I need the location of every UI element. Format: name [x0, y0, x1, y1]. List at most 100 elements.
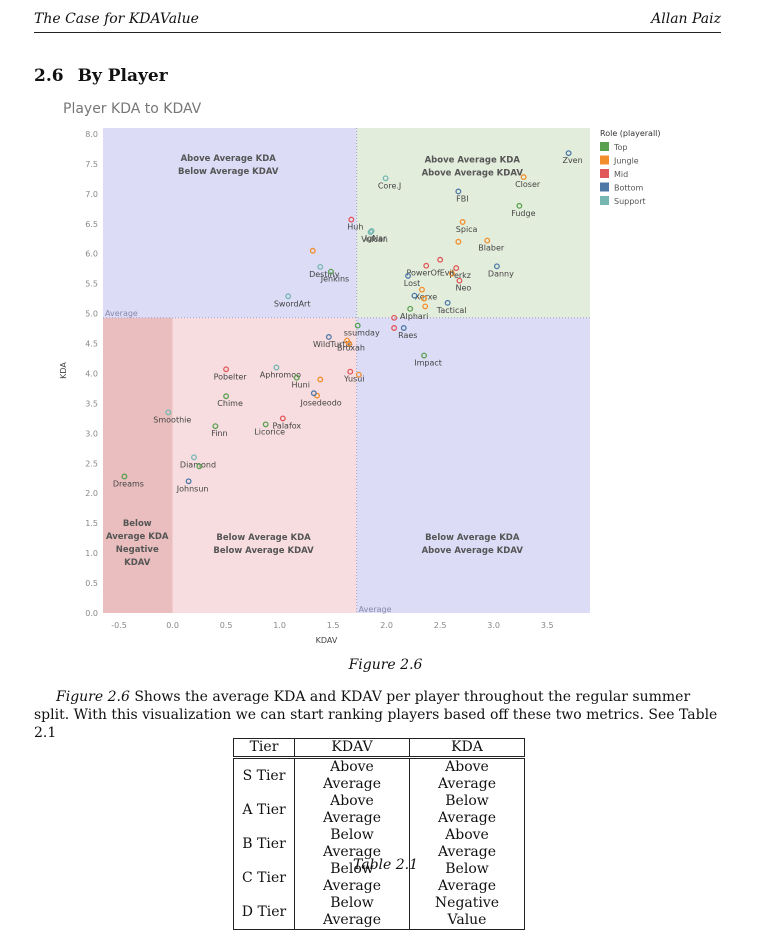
data-point-label: Fudge — [511, 209, 535, 218]
data-point-label: Vulcan — [361, 235, 388, 244]
header-author: Allan Paiz — [651, 11, 721, 27]
x-tick-label: 3.0 — [487, 621, 500, 630]
data-point — [455, 188, 462, 195]
data-point — [325, 334, 332, 340]
x-tick-label: 1.5 — [327, 621, 340, 630]
paragraph-text: Shows the average KDA and KDAV per playe… — [34, 689, 718, 741]
data-point — [348, 216, 355, 223]
y-tick-label: 8.0 — [85, 130, 98, 139]
data-point-label: Blaber — [478, 244, 505, 253]
region-label: Below Average KDA Negative KDAV — [106, 519, 169, 568]
y-tick-label: 2.0 — [85, 489, 98, 498]
data-point — [212, 423, 219, 430]
data-point — [121, 473, 128, 480]
quadrant-upper-left — [103, 128, 357, 318]
region-label-line: Above Average KDA — [181, 154, 277, 164]
legend-swatch — [600, 169, 609, 178]
region-label-line: Below — [123, 519, 152, 529]
table-caption: Table 2.1 — [352, 857, 419, 873]
region-label-line: Average KDA — [106, 532, 169, 542]
region-label: Below Average KDA Above Average KDAV — [422, 533, 524, 556]
data-point — [448, 270, 455, 277]
data-point — [165, 409, 172, 416]
data-point — [411, 292, 418, 299]
data-point-label: Zven — [562, 156, 582, 165]
data-point-label: Impact — [414, 359, 442, 368]
data-point-label: Yusui — [343, 375, 365, 384]
data-point-label: Aphromoo — [260, 371, 301, 380]
data-point-label: Huni — [292, 381, 310, 390]
data-point — [367, 229, 374, 236]
data-point — [391, 325, 398, 331]
data-point-label: Huh — [347, 223, 363, 232]
x-tick-label: 2.5 — [434, 621, 447, 630]
chart-title: Player KDA to KDAV — [63, 101, 202, 117]
average-kda-label: Average — [105, 309, 138, 318]
average-kdav-label: Average — [359, 605, 392, 614]
data-point — [400, 325, 407, 331]
data-point — [520, 174, 527, 181]
table-cell: B Tier — [233, 827, 295, 861]
data-point — [185, 478, 192, 485]
data-point-label: WildTurtle — [313, 340, 353, 349]
table-cell: Negative Value — [409, 895, 525, 930]
body-paragraph: Figure 2.6 Shows the average KDA and KDA… — [34, 688, 724, 742]
data-point-label: Alphari — [400, 312, 428, 321]
table-header-row: Tier KDAV KDA — [233, 738, 525, 759]
data-point-label: Smoothie — [153, 415, 191, 424]
data-point-label: Chime — [217, 399, 243, 408]
data-point-label: Palafox — [272, 421, 301, 430]
data-point — [368, 228, 375, 234]
y-tick-label: 5.0 — [85, 310, 98, 319]
data-point-label: ssumday — [344, 329, 380, 338]
data-point-label: Lost — [404, 279, 421, 288]
region-label: Below Average KDA Below Average KDAV — [213, 533, 314, 556]
x-axis-label: KDAV — [316, 636, 338, 645]
legend-swatch — [600, 142, 609, 151]
data-point — [423, 262, 430, 269]
legend-item-label: Jungle — [613, 157, 639, 166]
table-cell: S Tier — [233, 757, 295, 793]
table-header-cell: KDAV — [294, 738, 410, 759]
data-point — [355, 371, 362, 378]
legend-swatch — [600, 182, 609, 192]
data-point — [354, 322, 361, 329]
data-point-label: Closer — [515, 180, 541, 189]
table-header-cell: KDA — [409, 738, 525, 759]
y-tick-label: 3.5 — [85, 399, 98, 408]
data-point-label: Perkz — [449, 271, 471, 280]
table-cell: Above Average — [294, 757, 410, 793]
table-row: A Tier Above Average Below Average — [233, 793, 525, 827]
region-label: Above Average KDA Above Average KDAV — [422, 156, 524, 179]
y-tick-label: 4.0 — [85, 369, 98, 378]
data-point — [453, 265, 460, 272]
y-tick-label: 5.5 — [85, 280, 98, 289]
legend-item-label: Top — [613, 143, 628, 152]
data-point — [419, 286, 425, 293]
table-cell: D Tier — [233, 895, 295, 930]
region-label-line: Above Average KDA — [425, 156, 521, 166]
x-tick-label: 1.0 — [273, 621, 286, 630]
legend-swatch — [600, 155, 609, 165]
data-point — [493, 263, 500, 270]
data-point-label: Josedeodo — [299, 399, 341, 408]
data-point-label: Danny — [488, 269, 514, 278]
legend-swatch — [600, 196, 609, 205]
x-tick-label: 2.0 — [380, 621, 393, 630]
data-point-label: Finn — [211, 429, 227, 438]
data-point — [285, 293, 292, 300]
data-point — [310, 390, 317, 397]
legend-title: Role (playerall) — [600, 129, 661, 138]
data-point-label: SwordArt — [274, 299, 311, 308]
figure-caption: Figure 2.6 — [348, 657, 423, 673]
data-point — [407, 305, 414, 312]
data-point-label: Broxah — [337, 344, 365, 353]
data-point — [459, 219, 466, 225]
data-point — [347, 368, 354, 375]
data-point — [456, 277, 463, 284]
data-point — [346, 340, 353, 347]
data-point — [565, 150, 572, 157]
tier-table: Tier KDAV KDA S Tier Above Average Above A… — [233, 738, 525, 930]
y-tick-label: 1.0 — [85, 549, 98, 558]
data-point — [273, 364, 280, 371]
